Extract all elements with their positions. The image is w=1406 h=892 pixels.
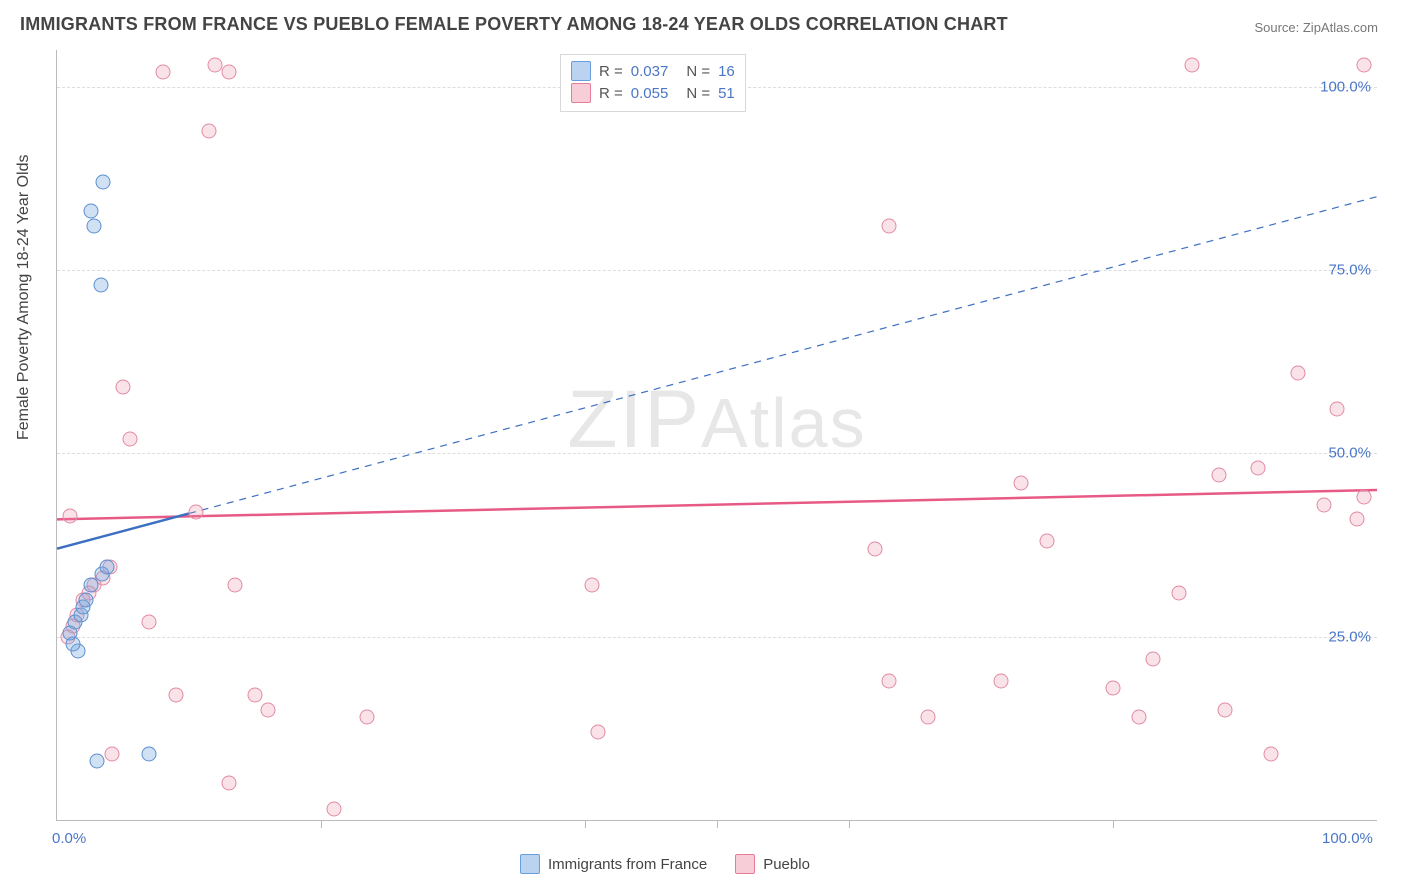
data-point-pink [921, 710, 936, 725]
r-label: R = [599, 63, 623, 80]
r-label: R = [599, 85, 623, 102]
data-point-pink [1132, 710, 1147, 725]
data-point-pink [1251, 461, 1266, 476]
y-tick-label: 100.0% [1320, 78, 1371, 95]
data-point-pink [1350, 512, 1365, 527]
data-point-pink [881, 673, 896, 688]
gridline [57, 637, 1377, 638]
data-point-pink [261, 703, 276, 718]
data-point-pink [1330, 402, 1345, 417]
data-point-pink [201, 123, 216, 138]
legend-swatch-blue [571, 61, 591, 81]
x-tick [1113, 820, 1114, 828]
legend-row: R = 0.055 N = 51 [571, 83, 735, 103]
data-point-pink [1356, 57, 1371, 72]
legend-swatch-blue [520, 854, 540, 874]
data-point-pink [1013, 475, 1028, 490]
data-point-pink [248, 688, 263, 703]
y-tick-label: 50.0% [1328, 445, 1371, 462]
data-point-pink [155, 65, 170, 80]
data-point-pink [1211, 468, 1226, 483]
source-attribution: Source: ZipAtlas.com [1254, 20, 1378, 35]
legend-label: Pueblo [763, 856, 810, 873]
data-point-blue [84, 204, 99, 219]
data-point-pink [221, 776, 236, 791]
y-tick-label: 25.0% [1328, 628, 1371, 645]
data-point-pink [168, 688, 183, 703]
data-point-pink [584, 578, 599, 593]
legend-swatch-pink [571, 83, 591, 103]
x-tick [585, 820, 586, 828]
gridline [57, 270, 1377, 271]
data-point-pink [327, 802, 342, 817]
trend-line-pueblo [57, 490, 1377, 519]
source-name: ZipAtlas.com [1303, 20, 1378, 35]
correlation-legend: R = 0.037 N = 16 R = 0.055 N = 51 [560, 54, 746, 112]
data-point-blue [93, 277, 108, 292]
r-value: 0.037 [631, 63, 669, 80]
x-axis-label-right: 100.0% [1322, 830, 1373, 847]
data-point-pink [868, 541, 883, 556]
data-point-pink [221, 65, 236, 80]
legend-swatch-pink [735, 854, 755, 874]
n-value: 51 [718, 85, 735, 102]
data-point-pink [1040, 534, 1055, 549]
r-value: 0.055 [631, 85, 669, 102]
y-tick-label: 75.0% [1328, 262, 1371, 279]
legend-row: R = 0.037 N = 16 [571, 61, 735, 81]
data-point-pink [188, 505, 203, 520]
data-point-pink [1185, 57, 1200, 72]
series-legend: Immigrants from France Pueblo [520, 854, 828, 874]
data-point-pink [142, 615, 157, 630]
data-point-pink [1218, 703, 1233, 718]
data-point-blue [79, 593, 94, 608]
data-point-pink [63, 508, 78, 523]
legend-item: Immigrants from France [520, 854, 707, 874]
x-axis-label-left: 0.0% [52, 830, 86, 847]
trend-lines [57, 50, 1377, 820]
x-tick [321, 820, 322, 828]
data-point-pink [116, 380, 131, 395]
legend-item: Pueblo [735, 854, 810, 874]
chart-title: IMMIGRANTS FROM FRANCE VS PUEBLO FEMALE … [20, 14, 1008, 35]
data-point-pink [360, 710, 375, 725]
trend-line-france-dashed [189, 197, 1377, 514]
data-point-pink [591, 725, 606, 740]
data-point-blue [86, 219, 101, 234]
data-point-pink [1290, 365, 1305, 380]
data-point-blue [89, 754, 104, 769]
x-tick [849, 820, 850, 828]
data-point-pink [1106, 681, 1121, 696]
legend-label: Immigrants from France [548, 856, 707, 873]
data-point-pink [1264, 747, 1279, 762]
x-tick [717, 820, 718, 828]
data-point-pink [228, 578, 243, 593]
n-label: N = [686, 63, 710, 80]
data-point-pink [881, 219, 896, 234]
data-point-pink [1317, 497, 1332, 512]
y-axis-title: Female Poverty Among 18-24 Year Olds [15, 155, 33, 441]
n-value: 16 [718, 63, 735, 80]
n-label: N = [686, 85, 710, 102]
plot-area: ZIPAtlas 25.0%50.0%75.0%100.0% [56, 50, 1377, 821]
gridline [57, 453, 1377, 454]
data-point-blue [142, 747, 157, 762]
data-point-pink [105, 747, 120, 762]
data-point-pink [1356, 490, 1371, 505]
data-point-blue [100, 560, 115, 575]
data-point-blue [96, 175, 111, 190]
data-point-pink [1172, 585, 1187, 600]
data-point-pink [993, 673, 1008, 688]
data-point-pink [1145, 651, 1160, 666]
source-prefix: Source: [1254, 20, 1302, 35]
data-point-pink [122, 431, 137, 446]
